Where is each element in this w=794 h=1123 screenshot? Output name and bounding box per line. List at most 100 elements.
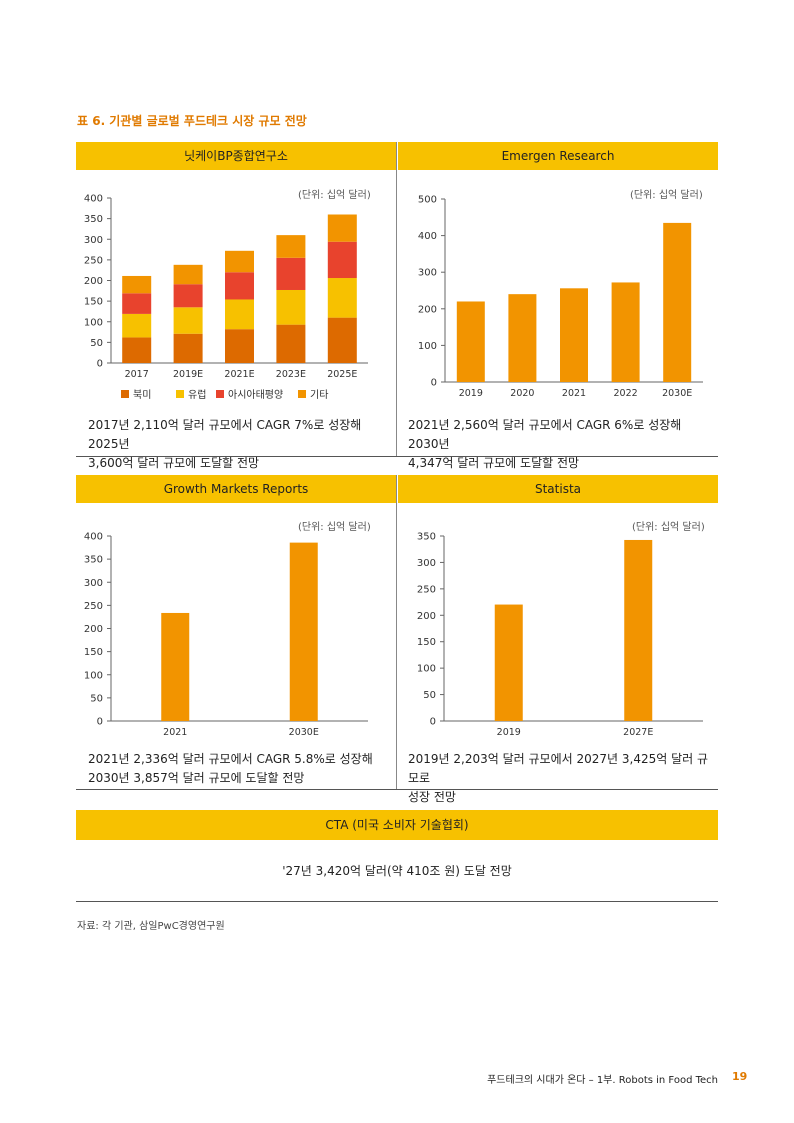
x-tick-label: 2019 [497,727,521,738]
y-tick-label: 350 [84,214,103,225]
bar [508,294,537,382]
caption-line: 4,347억 달러 규모에 도달할 전망 [408,456,580,470]
x-tick-label: 2030E [289,727,319,738]
x-tick-label: 2017 [125,369,149,380]
y-tick-label: 150 [84,647,103,658]
bar-segment [327,214,357,242]
divider [76,789,718,790]
panel-1-caption: 2017년 2,110억 달러 규모에서 CAGR 7%로 성장해 2025년 … [88,416,388,473]
bar-segment [225,250,254,273]
y-tick-label: 300 [84,578,103,589]
bar-segment [327,241,357,279]
bar-segment [173,264,203,285]
caption-line: 2017년 2,110억 달러 규모에서 CAGR 7%로 성장해 2025년 [88,418,362,451]
y-tick-label: 500 [418,195,437,206]
divider [76,901,718,902]
y-tick-label: 350 [417,532,436,543]
panel-4-caption: 2019년 2,203억 달러 규모에서 2027년 3,425억 달러 규모로… [408,750,714,807]
y-tick-label: 200 [84,276,103,287]
panel-3-source-band: Growth Markets Reports [76,475,396,503]
page-number: 19 [732,1070,748,1083]
legend-label: 북미 [133,389,151,401]
chart-nikkei: 0 50 100 150 200 250 300 350 400 2017 2019E 2021E 20… [84,194,368,401]
unit-label: (단위: 십억 달러) [630,190,703,201]
y-tick-label: 300 [84,235,103,246]
x-tick-label: 2025E [327,369,357,380]
bar [161,612,190,721]
x-tick-label: 2027E [623,727,653,738]
bar [456,301,485,382]
panel-4-source-band: Statista [398,475,718,503]
panel-2-caption: 2021년 2,560억 달러 규모에서 CAGR 6%로 성장해 2030년 … [408,416,714,473]
y-tick-label: 300 [417,558,436,569]
bar-segment [173,284,203,308]
panel-2-source-band: Emergen Research [398,142,718,170]
y-tick-label: 200 [84,624,103,635]
legend-swatch [298,390,306,398]
bar-segment [327,278,357,318]
bar-segment [276,289,306,325]
bar-segment [225,329,254,363]
y-tick-label: 200 [418,304,437,315]
caption-line: 성장 전망 [408,790,456,804]
unit-label: (단위: 십억 달러) [298,522,371,533]
panel-3-caption: 2021년 2,336억 달러 규모에서 CAGR 5.8%로 성장해 2030… [88,750,388,788]
y-tick-label: 200 [417,611,436,622]
cta-source-band: CTA (미국 소비자 기술협회) [76,810,718,840]
x-tick-label: 2020 [510,388,534,399]
bar [663,222,692,382]
bar [494,604,523,721]
x-tick-label: 2030E [662,388,692,399]
y-tick-label: 300 [418,268,437,279]
y-tick-label: 100 [417,664,436,675]
x-tick-label: 2019 [459,388,483,399]
bar [289,542,318,721]
legend-label: 유럽 [188,389,206,401]
y-tick-label: 350 [84,555,103,566]
y-tick-label: 250 [417,584,436,595]
y-tick-label: 150 [84,297,103,308]
y-tick-label: 250 [84,601,103,612]
panel-1-source-band: 닛케이BP종합연구소 [76,142,396,170]
bar-segment [225,272,254,300]
bar-segment [122,337,152,363]
legend-swatch [216,390,224,398]
bar-segment [122,313,152,338]
caption-line: 2021년 2,560억 달러 규모에서 CAGR 6%로 성장해 2030년 [408,418,682,451]
y-tick-label: 400 [418,231,437,242]
divider [76,456,718,457]
y-tick-label: 50 [90,693,103,704]
chart-statista: 0 50 100 150 200 250 300 350 2019 2027E [417,532,703,738]
y-tick-label: 0 [430,717,436,728]
bar-segment [173,307,203,334]
bar [624,539,653,721]
bar-segment [327,317,357,363]
y-tick-label: 0 [97,717,103,728]
caption-line: 2019년 2,203억 달러 규모에서 2027년 3,425억 달러 규모로 [408,752,709,785]
legend-swatch [176,390,184,398]
bar-segment [225,299,254,330]
chart-emergen: 0 100 200 300 400 500 2019 2020 2021 2022 2030E [418,195,703,399]
table-title: 표 6. 기관별 글로벌 푸드테크 시장 규모 전망 [77,114,307,128]
y-tick-label: 250 [84,255,103,266]
y-tick-label: 100 [84,317,103,328]
legend-label: 기타 [310,389,328,401]
x-tick-label: 2021E [224,369,254,380]
footer-text: 푸드테크의 시대가 온다 – 1부. Robots in Food Tech [487,1075,718,1086]
y-tick-label: 150 [417,637,436,648]
bar-segment [173,333,203,363]
divider [396,475,397,789]
legend-swatch [121,390,129,398]
divider [396,142,397,456]
x-tick-label: 2021 [562,388,586,399]
caption-line: 2021년 2,336억 달러 규모에서 CAGR 5.8%로 성장해 [88,752,373,766]
x-tick-label: 2023E [276,369,306,380]
caption-line: 2030년 3,857억 달러 규모에 도달할 전망 [88,771,305,785]
cta-text: '27년 3,420억 달러(약 410조 원) 도달 전망 [282,864,512,878]
bar-segment [122,293,152,314]
bar-segment [276,235,306,258]
unit-label: (단위: 십억 달러) [632,522,705,533]
legend-label: 아시아태평양 [228,389,283,401]
x-tick-label: 2021 [163,727,187,738]
y-tick-label: 50 [90,338,103,349]
